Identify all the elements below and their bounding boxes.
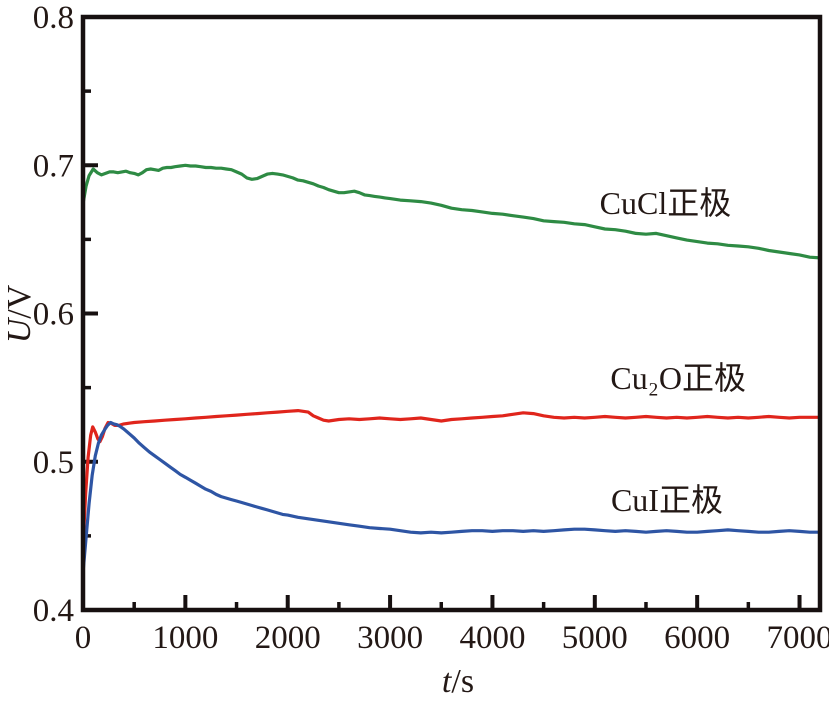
x-tick-labels: 0 1000 2000 3000 4000 5000 6000 7000 xyxy=(75,620,829,656)
x-tick-label: 2000 xyxy=(255,620,321,656)
curve-series-1 xyxy=(81,409,822,548)
curve-lines xyxy=(81,163,822,575)
x-tick-label: 4000 xyxy=(459,620,525,656)
y-axis-title: U/V xyxy=(1,284,38,343)
y-tick-label: 0.4 xyxy=(33,593,74,629)
y-tick-label: 0.5 xyxy=(33,445,74,481)
x-tick-label: 6000 xyxy=(664,620,730,656)
y-tick-label: 0.7 xyxy=(33,148,74,184)
series-label-cu2o: Cu₂O正极 xyxy=(610,360,746,396)
x-tick-label: 0 xyxy=(75,620,92,656)
x-tick-label: 7000 xyxy=(767,620,829,656)
plot-frame xyxy=(80,14,823,613)
series-label-cucl: CuCl正极 xyxy=(600,185,732,221)
y-tick-label: 0.8 xyxy=(33,0,74,36)
axis-ticks xyxy=(81,15,802,612)
y-tick-label: 0.6 xyxy=(33,297,74,333)
curve-series-2 xyxy=(81,420,822,575)
x-tick-label: 5000 xyxy=(562,620,628,656)
x-tick-label: 3000 xyxy=(357,620,423,656)
x-axis-title: t/s xyxy=(442,663,474,700)
curve-series-0 xyxy=(81,163,822,260)
y-tick-labels: 0.4 0.5 0.6 0.7 0.8 xyxy=(33,0,74,629)
series-label-cui: CuI正极 xyxy=(611,482,723,518)
x-tick-label: 1000 xyxy=(152,620,218,656)
